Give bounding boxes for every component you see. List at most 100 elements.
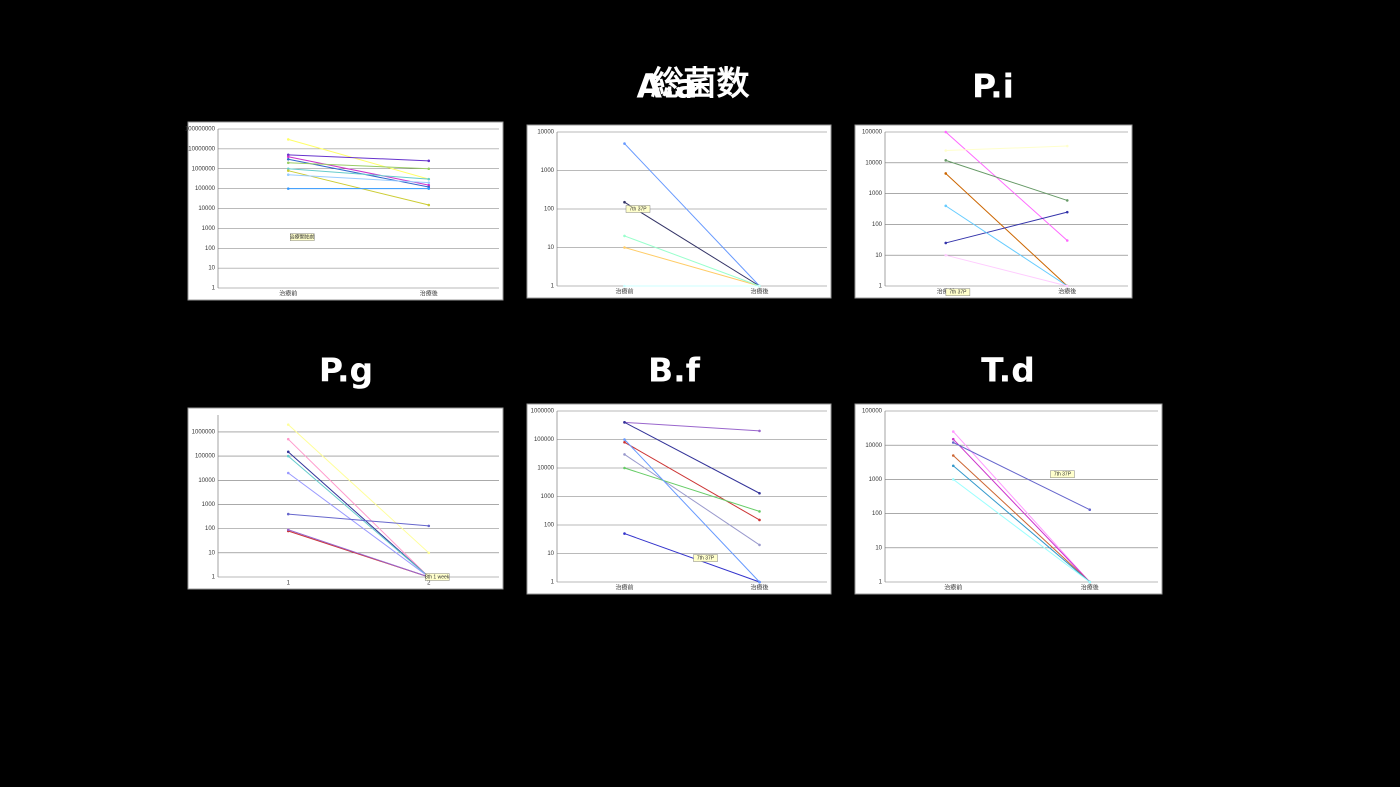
chart-title: B.f [648,351,701,390]
point [427,167,431,171]
chart-title: P.i [972,67,1014,106]
y-tick-label: 1000000 [192,166,216,172]
series-line [952,438,1091,583]
series-line [288,168,429,180]
y-tick-label: 10000000 [188,146,215,152]
point [1088,580,1092,584]
point [944,241,948,245]
y-tick-label: 1000 [202,502,216,508]
series-line [952,431,1091,583]
y-tick-label: 100000 [862,409,883,415]
point [286,153,290,157]
annotation: 8th 1 week [425,574,450,580]
chart-title: P.g [319,351,373,390]
series-line [945,205,1068,287]
point [427,524,431,528]
point [623,532,626,535]
y-tick-label: 10000 [198,206,215,212]
point [623,440,626,444]
annotation-box [424,573,450,581]
series-line [952,465,1091,583]
series-line [288,138,429,180]
point [286,450,290,454]
chart: 1 10 100 1000 10000 100000 1000000 10000000 1000… [185,121,504,301]
series-line [945,159,1068,201]
y-tick-label: 100000 [195,454,216,460]
point [286,187,290,190]
annotation: 7th 37P [697,555,715,561]
y-tick-label: 10 [547,245,554,251]
chart: 110100100010000100000治療前治療後7th 37P [854,403,1163,595]
point [623,421,626,424]
y-tick-label: 10000 [537,466,554,472]
y-tick-label: 1 [879,580,883,586]
point [623,234,626,238]
y-tick-label: 10000 [537,130,554,136]
point [1065,199,1069,202]
point [944,204,948,208]
point [623,246,626,249]
point [286,471,290,475]
point [1065,284,1069,288]
series-line [624,235,760,287]
y-tick-label: 1 [212,575,216,581]
y-tick-label: 1000 [541,168,555,174]
annotation: 治療開始前 [290,233,315,240]
point [944,253,948,257]
series-line [624,247,760,287]
point [286,437,290,441]
y-tick-label: 1000 [869,191,883,197]
point [427,187,431,190]
chart-title: A.a [637,67,698,106]
series-line [624,201,760,287]
x-tick-label: 治療前 [279,290,297,298]
point [286,157,290,161]
point [427,183,431,187]
series-line [288,513,429,527]
x-tick-label: 治療後 [420,290,438,298]
series-line [952,455,1091,583]
y-tick-label: 1000 [869,477,883,483]
point [286,138,290,141]
series-line [287,472,430,578]
annotation-box [1050,470,1075,478]
series-line [945,211,1068,244]
y-tick-label: 100 [544,523,555,529]
point [758,491,761,495]
x-tick-label: 治療前 [615,584,633,592]
annotation: 7th 37P [1054,472,1072,478]
point [1065,210,1069,214]
chart-area [187,407,504,590]
point [944,130,948,134]
chart-title: T.d [981,351,1035,390]
point [623,453,626,456]
point [1088,508,1092,512]
series-line [287,424,430,554]
y-tick-label: 100000 [534,437,555,443]
y-tick-label: 1000 [541,494,555,500]
point [944,149,948,152]
y-tick-label: 100000 [862,130,883,136]
point [286,169,290,172]
x-tick-label: 治療後 [750,288,768,296]
series-line [624,439,760,583]
y-tick-label: 10000 [198,478,215,484]
point [286,161,290,165]
y-tick-label: 10 [875,253,882,259]
series-line [624,441,760,521]
point [944,172,948,175]
y-tick-label: 10 [208,550,215,556]
point [286,512,290,516]
annotation-box [945,288,971,296]
x-tick-label: 2 [427,581,431,587]
y-tick-label: 100 [205,526,216,532]
series-line [624,143,760,287]
annotation: 7th 37P [629,206,647,212]
point [286,173,290,177]
series-line [624,421,760,432]
series-line [952,479,1091,583]
point [951,430,955,433]
point [427,551,431,555]
